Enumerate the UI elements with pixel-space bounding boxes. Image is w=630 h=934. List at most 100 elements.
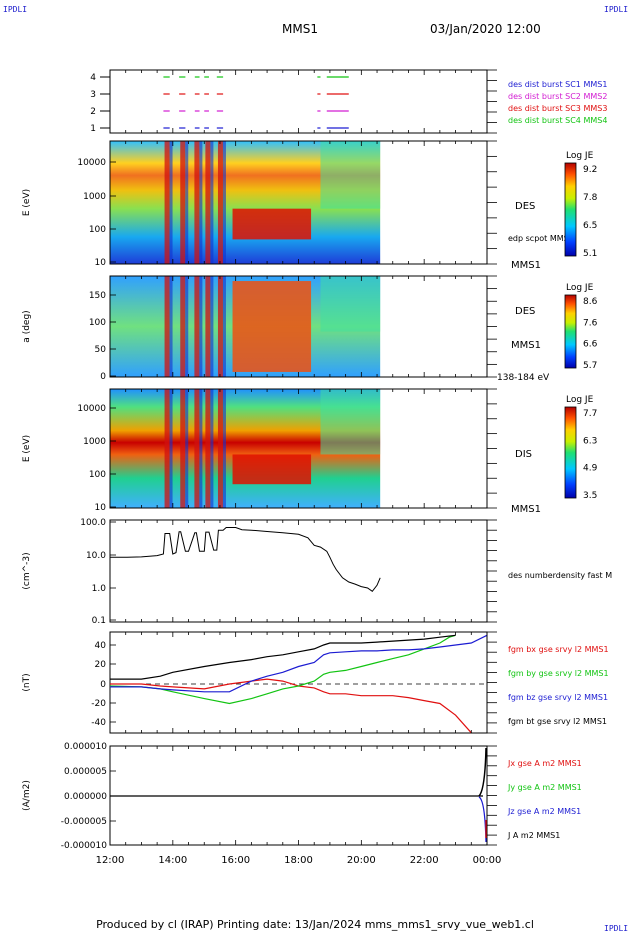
spectrogram-stripe (194, 389, 200, 508)
colorbar-title: Log JE (566, 151, 594, 161)
colorbar-tick-label: 9.2 (583, 165, 597, 175)
spectrogram-stripe (180, 276, 186, 377)
spectrogram-stripe (169, 389, 173, 508)
spectrogram-stripe (217, 141, 223, 264)
spectrogram-stripe (217, 276, 223, 377)
legend-entry: des dist burst SC3 MMS3 (508, 104, 607, 113)
datetime-title: 03/Jan/2020 12:00 (430, 22, 541, 36)
colorbar (564, 294, 577, 369)
burst-panel-frame (109, 69, 488, 134)
spectrogram-stripe (217, 389, 223, 508)
spectrogram-stripe (180, 389, 186, 508)
spectrogram-hot-region (232, 208, 312, 240)
colorbar-tick-label: 5.1 (583, 249, 597, 259)
colorbar-tick-label: 6.3 (583, 436, 597, 446)
y-tick-label: 10000 (77, 158, 106, 168)
bfield-series-line (110, 634, 488, 693)
spectrogram-sheath-region (320, 389, 381, 455)
density-panel-frame (109, 519, 488, 623)
colorbar-tick-label: 7.6 (583, 318, 598, 328)
spacecraft-title: MMS1 (282, 22, 318, 36)
y-tick-label: 0.000005 (64, 767, 107, 777)
spectrogram-stripe (210, 141, 214, 264)
spectrogram-sheath-region (320, 276, 381, 332)
panel-spacecraft-label: MMS1 (511, 260, 541, 271)
colorbar-tick-label: 6.6 (583, 340, 598, 350)
y-tick-label: 150 (89, 291, 106, 301)
colorbar-tick-label: 7.8 (583, 193, 598, 203)
corner-label-left: IPDLI (3, 5, 28, 14)
bfield-series-label: fgm bt gse srvy l2 MMS1 (508, 717, 607, 726)
y-tick-label: 100 (89, 470, 106, 480)
spectrogram-sheath-region (320, 141, 381, 209)
spectrogram-stripe (222, 389, 226, 508)
colorbar-tick-label: 8.6 (583, 297, 598, 307)
y-tick-label: 10.0 (86, 551, 106, 561)
spectrogram-stripe (210, 276, 214, 377)
colorbar (564, 162, 577, 257)
panel-instrument-label: DES (515, 201, 535, 212)
spectrogram-stripe (169, 141, 173, 264)
y-tick-label: 0.000000 (64, 792, 107, 802)
spectrogram-stripe (164, 389, 170, 508)
y-tick-label: 1000 (83, 192, 106, 202)
density-series-label: des numberdensity fast M (508, 571, 612, 580)
y-tick-label: 1.0 (92, 584, 107, 594)
y-tick-label: 20 (95, 660, 107, 670)
y-tick-label: 0.000010 (64, 742, 107, 752)
legend-entry: des dist burst SC1 MMS1 (508, 80, 607, 89)
spectrogram-stripe (185, 141, 189, 264)
density-series-line (110, 527, 381, 592)
y-axis-title: E (eV) (22, 189, 32, 216)
y-tick-label: 3 (90, 90, 96, 100)
spectrogram-stripe (205, 389, 211, 508)
colorbar-tick-label: 6.5 (583, 221, 597, 231)
bfield-series-label: fgm bz gse srvy l2 MMS1 (508, 693, 608, 702)
time-axis-label: 12:00 (96, 855, 125, 866)
panel-instrument-label: DIS (515, 449, 532, 460)
y-tick-label: 4 (90, 73, 96, 83)
spectrogram-stripe (194, 141, 200, 264)
panel-energy-label: 138-184 eV (497, 373, 550, 383)
spectrogram-stripe (194, 276, 200, 377)
y-tick-label: 10 (95, 258, 107, 268)
time-axis-label: 00:00 (473, 855, 502, 866)
spectrogram-stripe (205, 141, 211, 264)
y-axis-title: a (deg) (22, 310, 32, 342)
spectrogram-stripe (199, 389, 203, 508)
y-tick-label: 100 (89, 318, 106, 328)
y-tick-label: -0.000005 (61, 817, 107, 827)
y-axis-title: E (eV) (22, 435, 32, 462)
y-tick-label: -0.000010 (61, 841, 107, 851)
colorbar-tick-label: 3.5 (583, 491, 597, 501)
spectrogram-hot-region (232, 454, 312, 485)
spectrogram-stripe (210, 389, 214, 508)
time-axis-label: 16:00 (221, 855, 250, 866)
y-tick-label: 10 (95, 503, 107, 513)
y-axis-title: (cm^-3) (22, 552, 32, 589)
y-tick-label: 0.1 (92, 616, 106, 626)
y-tick-label: 100 (89, 225, 106, 235)
spectrogram-stripe (164, 276, 170, 377)
current-series-label: Jx gse A m2 MMS1 (507, 759, 582, 768)
corner-label-bottom-right: IPDLI (604, 924, 629, 933)
time-axis-label: 14:00 (158, 855, 187, 866)
y-tick-label: 1 (90, 124, 96, 134)
legend-entry: des dist burst SC2 MMS2 (508, 92, 607, 101)
current-series-label: J A m2 MMS1 (507, 831, 560, 840)
time-axis-label: 22:00 (410, 855, 439, 866)
current-spike-trace (478, 747, 487, 797)
footer-credits: Produced by cl (IRAP) Printing date: 13/… (96, 918, 534, 931)
current-series-label: Jy gse A m2 MMS1 (507, 783, 582, 792)
spectrogram-stripe (199, 276, 203, 377)
panel-overlay-label: edp scpot MMS1 (508, 234, 574, 243)
current-series-label: Jz gse A m2 MMS1 (507, 807, 581, 816)
y-tick-label: 10000 (77, 404, 106, 414)
time-axis-label: 18:00 (284, 855, 313, 866)
corner-label-right: IPDLI (604, 5, 629, 14)
y-axis-title: (nT) (22, 673, 32, 691)
spectrogram-stripe (205, 276, 211, 377)
current-spike-trace (478, 796, 487, 843)
bfield-series-line (110, 634, 456, 680)
